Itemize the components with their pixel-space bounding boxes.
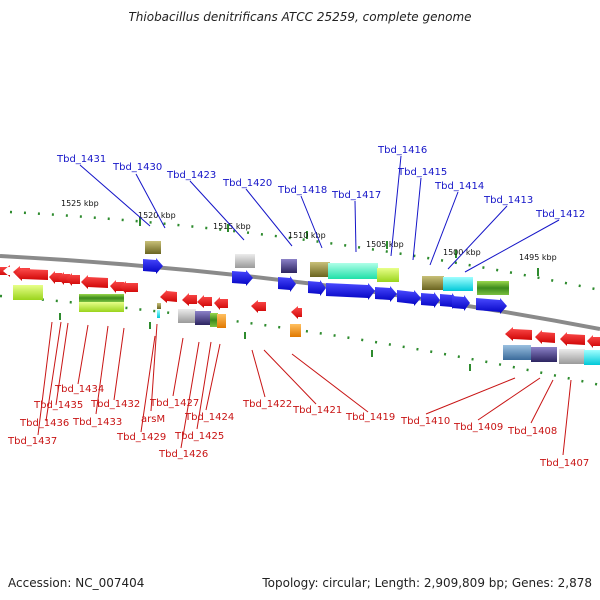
scale-label-1520: 1520 kbp bbox=[138, 211, 176, 220]
gene-label-Tbd_1424[interactable]: Tbd_1424 bbox=[184, 412, 234, 423]
gene-label-Tbd_1410[interactable]: Tbd_1410 bbox=[400, 416, 450, 427]
feature-box[interactable] bbox=[328, 263, 378, 279]
gene-label-Tbd_1420[interactable]: Tbd_1420 bbox=[222, 178, 272, 189]
gene-label-Tbd_1430[interactable]: Tbd_1430 bbox=[112, 162, 162, 173]
gene-arrow-reverse[interactable] bbox=[197, 295, 212, 308]
gene-label-Tbd_1432[interactable]: Tbd_1432 bbox=[90, 399, 140, 410]
gene-label-Tbd_1414[interactable]: Tbd_1414 bbox=[434, 181, 484, 192]
feature-box[interactable] bbox=[559, 349, 585, 364]
feature-box[interactable] bbox=[235, 254, 255, 268]
gene-arrow-forward[interactable] bbox=[397, 290, 421, 306]
gene-label-Tbd_1409[interactable]: Tbd_1409 bbox=[453, 422, 503, 433]
gene-arrow-reverse[interactable] bbox=[214, 297, 228, 310]
feature-box[interactable] bbox=[157, 303, 161, 309]
gene-arrow-reverse[interactable] bbox=[120, 281, 138, 294]
gene-arrow-reverse[interactable] bbox=[81, 275, 108, 289]
gene-arrow-forward[interactable] bbox=[278, 276, 296, 292]
gene-arrow-reverse[interactable] bbox=[15, 268, 48, 281]
scale-label-1510: 1510 kbp bbox=[288, 231, 326, 240]
feature-box[interactable] bbox=[422, 276, 444, 290]
scale-ticks bbox=[59, 218, 539, 371]
scale-label-1495: 1495 kbp bbox=[519, 253, 557, 262]
gene-arrow-forward[interactable] bbox=[143, 258, 163, 274]
gene-label-Tbd_1435[interactable]: Tbd_1435 bbox=[33, 400, 83, 411]
gene-label-Tbd_1426[interactable]: Tbd_1426 bbox=[158, 449, 208, 460]
gene-arrow-reverse[interactable] bbox=[291, 306, 302, 319]
gene-arrow-forward[interactable] bbox=[375, 286, 397, 302]
gene-arrow-reverse[interactable] bbox=[0, 265, 10, 277]
feature-box[interactable] bbox=[477, 281, 509, 295]
accession-text: Accession: NC_007404 bbox=[8, 576, 145, 590]
feature-box[interactable] bbox=[290, 324, 301, 337]
gene-label-Tbd_1418[interactable]: Tbd_1418 bbox=[277, 185, 327, 196]
feature-box[interactable] bbox=[195, 311, 211, 325]
gene-arrow-reverse[interactable] bbox=[160, 290, 177, 303]
gene-label-Tbd_1416[interactable]: Tbd_1416 bbox=[377, 145, 427, 156]
gene-arrow-forward[interactable] bbox=[232, 270, 253, 286]
gene-label-Tbd_1433[interactable]: Tbd_1433 bbox=[72, 417, 122, 428]
genome-backbone bbox=[0, 254, 600, 331]
gene-label-Tbd_1429[interactable]: Tbd_1429 bbox=[116, 432, 166, 443]
gene-arrow-reverse[interactable] bbox=[587, 335, 600, 348]
reverse-leaders bbox=[37, 321, 572, 456]
gene-arrow-reverse[interactable] bbox=[505, 327, 532, 341]
feature-box[interactable] bbox=[443, 277, 473, 291]
gene-arrow-reverse[interactable] bbox=[251, 300, 266, 313]
feature-box[interactable] bbox=[377, 268, 399, 282]
gene-label-Tbd_1421[interactable]: Tbd_1421 bbox=[292, 405, 342, 416]
feature-box[interactable] bbox=[217, 314, 226, 328]
gene-label-Tbd_1412[interactable]: Tbd_1412 bbox=[535, 209, 585, 220]
gene-label-Tbd_1422[interactable]: Tbd_1422 bbox=[242, 399, 292, 410]
gene-label-Tbd_1419[interactable]: Tbd_1419 bbox=[345, 412, 395, 423]
feature-box[interactable] bbox=[210, 313, 218, 327]
feature-box[interactable] bbox=[503, 345, 531, 360]
gene-label-Tbd_1408[interactable]: Tbd_1408 bbox=[507, 426, 557, 437]
gene-label-Tbd_1425[interactable]: Tbd_1425 bbox=[174, 431, 224, 442]
forward-strand-track bbox=[143, 241, 509, 314]
forward-leaders bbox=[79, 155, 560, 273]
gene-label-Tbd_1415[interactable]: Tbd_1415 bbox=[397, 167, 447, 178]
scale-label-1505: 1505 kbp bbox=[366, 240, 404, 249]
feature-box[interactable] bbox=[145, 241, 161, 254]
gene-label-arsM[interactable]: arsM bbox=[141, 414, 165, 425]
gene-arrow-reverse[interactable] bbox=[49, 271, 62, 284]
gene-label-Tbd_1434[interactable]: Tbd_1434 bbox=[54, 384, 104, 395]
feature-box[interactable] bbox=[584, 350, 600, 365]
gene-arrow-reverse[interactable] bbox=[535, 330, 555, 344]
feature-box[interactable] bbox=[178, 309, 196, 323]
gene-arrow-forward[interactable] bbox=[326, 283, 375, 300]
scale-label-1525: 1525 kbp bbox=[61, 199, 99, 208]
feature-box[interactable] bbox=[531, 347, 557, 362]
feature-box[interactable] bbox=[310, 262, 330, 277]
gene-label-Tbd_1407[interactable]: Tbd_1407 bbox=[539, 458, 589, 469]
gene-arrow-forward[interactable] bbox=[452, 295, 470, 311]
gene-arrow-forward[interactable] bbox=[421, 292, 440, 308]
feature-box[interactable] bbox=[281, 259, 297, 273]
gene-arrow-reverse[interactable] bbox=[58, 272, 70, 285]
gene-label-Tbd_1431[interactable]: Tbd_1431 bbox=[56, 154, 106, 165]
gene-label-Tbd_1423[interactable]: Tbd_1423 bbox=[166, 170, 216, 181]
genome-summary-text: Topology: circular; Length: 2,909,809 bp… bbox=[262, 576, 592, 590]
feature-box[interactable] bbox=[13, 285, 43, 300]
gene-label-Tbd_1436[interactable]: Tbd_1436 bbox=[19, 418, 69, 429]
gene-label-Tbd_1427[interactable]: Tbd_1427 bbox=[149, 398, 199, 409]
gene-arrow-reverse[interactable] bbox=[110, 280, 124, 293]
feature-box[interactable] bbox=[157, 310, 160, 318]
gene-label-Tbd_1437[interactable]: Tbd_1437 bbox=[7, 436, 57, 447]
gene-arrow-forward[interactable] bbox=[308, 280, 326, 296]
feature-box[interactable] bbox=[79, 302, 124, 312]
gene-arrow-forward[interactable] bbox=[476, 298, 507, 314]
scale-label-1500: 1500 kbp bbox=[443, 248, 481, 257]
reverse-strand-track bbox=[0, 265, 600, 365]
feature-box[interactable] bbox=[79, 294, 124, 302]
gene-arrow-reverse[interactable] bbox=[560, 332, 585, 346]
gene-label-Tbd_1413[interactable]: Tbd_1413 bbox=[483, 195, 533, 206]
gene-arrow-reverse[interactable] bbox=[66, 273, 80, 286]
map-title: Thiobacillus denitrificans ATCC 25259, c… bbox=[128, 10, 472, 24]
gene-label-Tbd_1417[interactable]: Tbd_1417 bbox=[331, 190, 381, 201]
gene-arrow-reverse[interactable] bbox=[182, 293, 197, 306]
